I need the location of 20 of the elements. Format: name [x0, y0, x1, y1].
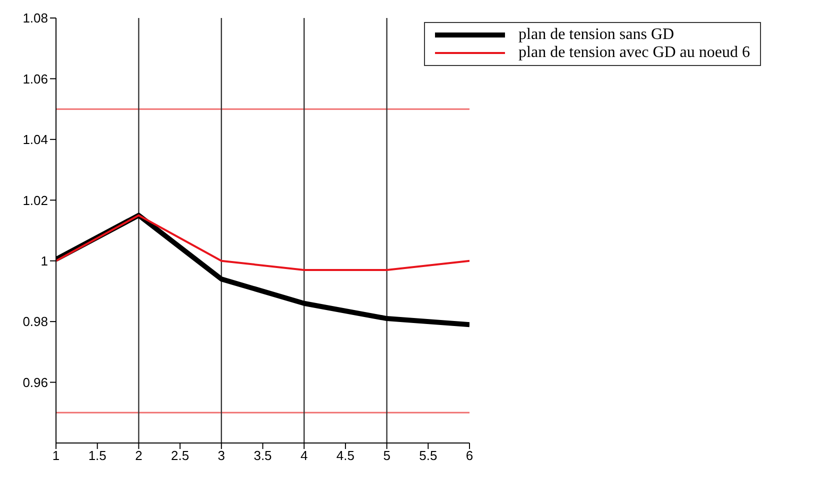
y-tick-label: 0.96: [22, 374, 48, 390]
y-tick-label: 1.04: [22, 132, 48, 148]
x-tick-label: 5.5: [419, 448, 438, 464]
y-tick-label: 0.98: [22, 314, 48, 330]
y-tick-label: 1: [40, 253, 48, 268]
x-tick-label: 4.5: [336, 448, 354, 464]
x-tick-label: 2.5: [171, 448, 190, 464]
x-tick-label: 5: [383, 448, 390, 464]
y-tick-label: 1.06: [22, 71, 48, 86]
legend-label: plan de tension sans GD: [518, 26, 674, 44]
y-tick-label: 1.08: [22, 10, 48, 26]
x-tick-label: 3: [218, 448, 226, 464]
x-tick-label: 2: [135, 448, 142, 464]
legend-label: plan de tension avec GD au noeud 6: [518, 44, 750, 62]
y-tick-label: 1.02: [22, 192, 48, 208]
x-tick-label: 3.5: [254, 448, 272, 464]
x-tick-label: 6: [466, 448, 474, 464]
x-tick-label: 1: [52, 448, 60, 464]
x-tick-label: 4: [300, 448, 308, 464]
x-tick-label: 1.5: [88, 448, 106, 464]
